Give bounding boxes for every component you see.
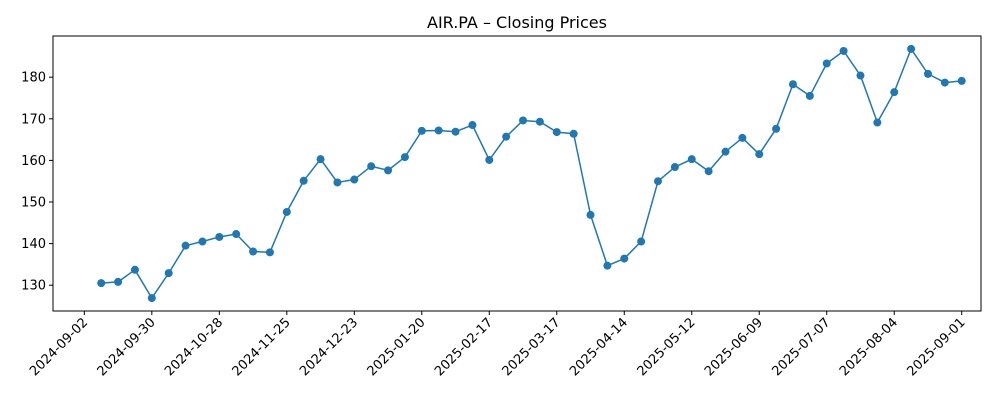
data-point bbox=[350, 175, 359, 184]
data-point bbox=[772, 124, 781, 133]
data-point bbox=[957, 76, 966, 85]
data-point bbox=[704, 167, 713, 176]
data-point bbox=[384, 166, 393, 175]
data-point bbox=[670, 163, 679, 172]
data-point bbox=[923, 69, 932, 78]
data-point bbox=[620, 254, 629, 263]
data-point bbox=[721, 147, 730, 156]
data-point bbox=[552, 128, 561, 137]
data-point bbox=[282, 207, 291, 216]
data-point bbox=[232, 230, 241, 239]
data-point bbox=[417, 126, 426, 135]
data-point bbox=[755, 150, 764, 159]
data-point bbox=[569, 129, 578, 138]
data-point bbox=[940, 78, 949, 87]
data-point bbox=[130, 265, 139, 274]
series-line bbox=[101, 48, 962, 299]
data-point bbox=[654, 177, 663, 186]
data-point bbox=[299, 176, 308, 185]
data-point bbox=[198, 237, 207, 246]
data-point bbox=[367, 162, 376, 171]
data-point bbox=[468, 121, 477, 130]
chart-title: AIR.PA – Closing Prices bbox=[427, 13, 607, 32]
data-point bbox=[502, 132, 511, 141]
data-point bbox=[839, 46, 848, 55]
data-point bbox=[873, 118, 882, 127]
y-tick-label: 150 bbox=[21, 195, 46, 210]
data-point bbox=[316, 155, 325, 164]
y-tick-label: 140 bbox=[21, 237, 46, 252]
data-point bbox=[805, 91, 814, 100]
data-point bbox=[333, 178, 342, 187]
data-point bbox=[434, 126, 443, 135]
y-axis: 130 140 150 160 170 180 bbox=[21, 71, 53, 294]
data-point bbox=[400, 153, 409, 162]
data-point bbox=[738, 133, 747, 142]
data-point bbox=[114, 277, 123, 286]
data-point bbox=[907, 44, 916, 53]
y-tick-label: 180 bbox=[21, 71, 46, 86]
data-point bbox=[451, 127, 460, 136]
data-point bbox=[603, 261, 612, 270]
y-tick-label: 170 bbox=[21, 112, 46, 127]
data-point bbox=[485, 155, 494, 164]
data-point bbox=[519, 116, 528, 125]
data-point bbox=[535, 117, 544, 126]
data-point bbox=[637, 237, 646, 246]
data-point bbox=[822, 59, 831, 68]
y-tick-label: 130 bbox=[21, 279, 46, 294]
data-point bbox=[164, 269, 173, 278]
data-point bbox=[788, 80, 797, 89]
y-tick-label: 160 bbox=[21, 154, 46, 169]
data-point bbox=[249, 247, 258, 256]
data-point bbox=[265, 248, 274, 257]
data-point bbox=[97, 279, 106, 288]
series-group bbox=[97, 44, 966, 303]
data-point bbox=[181, 241, 190, 250]
data-point bbox=[147, 294, 156, 303]
data-point bbox=[215, 232, 224, 241]
data-point bbox=[586, 210, 595, 219]
data-point bbox=[856, 71, 865, 80]
data-point bbox=[890, 88, 899, 97]
data-point bbox=[687, 155, 696, 164]
plot-frame bbox=[52, 35, 982, 312]
